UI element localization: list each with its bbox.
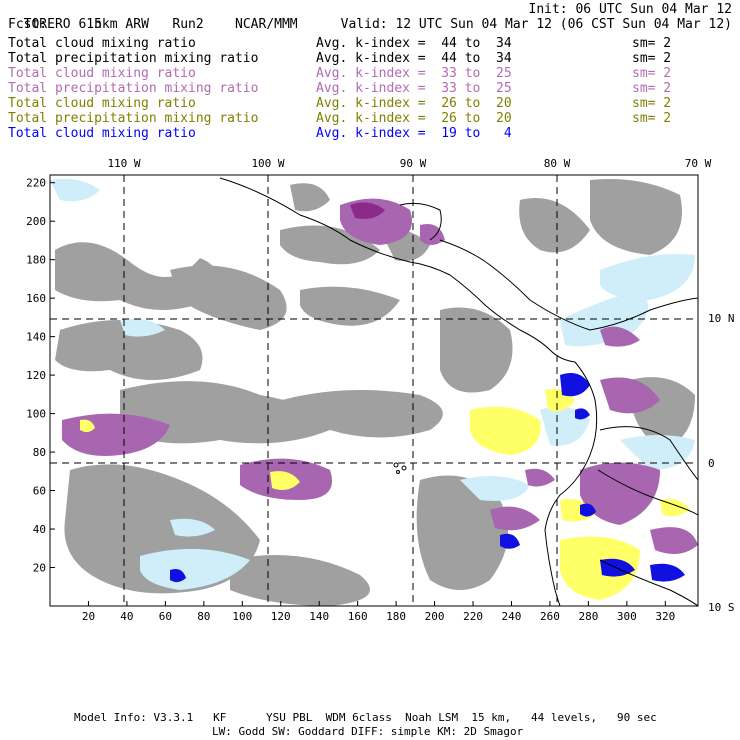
lat-label: 10 N xyxy=(708,312,735,325)
y-tick-label: 140 xyxy=(26,331,46,344)
x-tick-label: 20 xyxy=(82,610,95,620)
valid-time: Valid: 12 UTC Sun 04 Mar 12 (06 CST Sun … xyxy=(340,17,732,32)
legend-smoothing: sm= 2 xyxy=(632,66,672,81)
fcst-value: 6 h xyxy=(78,17,102,32)
x-tick-label: 80 xyxy=(197,610,210,620)
model-grid: 15km ARW xyxy=(86,17,149,32)
x-tick-label: 300 xyxy=(617,610,637,620)
legend-field: Total precipitation mixing ratio xyxy=(8,51,259,66)
y-tick-label: 180 xyxy=(26,254,46,267)
y-tick-label: 60 xyxy=(33,485,46,498)
y-tick-label: 80 xyxy=(33,446,46,459)
legend-row: Total cloud mixing ratio Avg. k-index = … xyxy=(8,96,671,111)
y-tick-label: 160 xyxy=(26,292,46,305)
forecast-hour: Fcst: 6 h xyxy=(8,17,102,32)
x-tick-label: 200 xyxy=(425,610,445,620)
lon-label: 90 W xyxy=(400,157,427,170)
axis-ticks: 220 200 180 160 140 120 100 80 60 40 20 20 40 60 80 100… xyxy=(26,177,675,620)
x-tick-label: 60 xyxy=(159,610,172,620)
legend-smoothing: sm= 2 xyxy=(632,96,672,111)
legend-field: Total cloud mixing ratio xyxy=(8,96,196,111)
y-tick-label: 20 xyxy=(33,562,46,575)
lon-label: 110 W xyxy=(107,157,140,170)
x-tick-label: 220 xyxy=(463,610,483,620)
x-tick-label: 240 xyxy=(502,610,522,620)
model-info-line2: LW: Godd SW: Goddard DIFF: simple KM: 2D… xyxy=(212,725,524,738)
model-name: TORERO xyxy=(23,17,71,32)
legend-range: Avg. k-index = 44 to 34 xyxy=(316,36,512,51)
y-tick-label: 220 xyxy=(26,177,46,190)
legend-field: Total cloud mixing ratio xyxy=(8,126,196,141)
model-info-line1: Model Info: V3.3.1 KF YSU PBL WDM 6class… xyxy=(74,711,657,724)
y-tick-label: 40 xyxy=(33,523,46,536)
fcst-label: Fcst: xyxy=(8,17,48,32)
legend-range: Avg. k-index = 19 to 4 xyxy=(316,126,512,141)
legend-range: Avg. k-index = 26 to 20 xyxy=(316,111,512,126)
legend-field: Total precipitation mixing ratio xyxy=(8,81,259,96)
legend-row: Total precipitation mixing ratio Avg. k-… xyxy=(8,111,671,126)
model-run: Run2 xyxy=(172,17,204,32)
legend-range: Avg. k-index = 33 to 25 xyxy=(316,66,512,81)
x-tick-label: 140 xyxy=(309,610,329,620)
legend-range: Avg. k-index = 44 to 34 xyxy=(316,51,512,66)
x-tick-label: 320 xyxy=(655,610,675,620)
legend-smoothing: sm= 2 xyxy=(632,36,672,51)
legend-smoothing: sm= 2 xyxy=(632,111,672,126)
legend-row: Total precipitation mixing ratio Avg. k-… xyxy=(8,51,671,66)
model-org: NCAR/MMM xyxy=(235,17,298,32)
legend-row: Total cloud mixing ratio Avg. k-index = … xyxy=(8,66,671,81)
x-tick-label: 280 xyxy=(578,610,598,620)
lon-label: 100 W xyxy=(251,157,284,170)
lat-label: 10 S xyxy=(708,601,735,614)
model-title: TORERO 15km ARW Run2 NCAR/MMM xyxy=(8,2,298,32)
legend-field: Total cloud mixing ratio xyxy=(8,66,196,81)
x-tick-label: 180 xyxy=(386,610,406,620)
legend-smoothing: sm= 2 xyxy=(632,51,672,66)
legend-range: Avg. k-index = 33 to 25 xyxy=(316,81,512,96)
graticule xyxy=(50,175,698,606)
y-tick-label: 100 xyxy=(26,408,46,421)
legend-row: Total cloud mixing ratio Avg. k-index = … xyxy=(8,126,512,141)
x-tick-label: 100 xyxy=(232,610,252,620)
forecast-map: 110 W 100 W 90 W 80 W 70 W 10 N 0 10 S xyxy=(26,157,735,620)
x-tick-label: 160 xyxy=(348,610,368,620)
legend-field: Total precipitation mixing ratio xyxy=(8,111,259,126)
x-tick-label: 40 xyxy=(120,610,133,620)
legend-row: Total cloud mixing ratio Avg. k-index = … xyxy=(8,36,671,51)
x-tick-label: 260 xyxy=(540,610,560,620)
legend-row: Total precipitation mixing ratio Avg. k-… xyxy=(8,81,671,96)
lat-label: 0 xyxy=(708,457,715,470)
coastlines xyxy=(219,177,698,606)
init-time: Init: 06 UTC Sun 04 Mar 12 xyxy=(528,2,733,17)
y-tick-label: 200 xyxy=(26,215,46,228)
y-tick-label: 120 xyxy=(26,369,46,382)
plot-frame xyxy=(49,174,699,607)
x-tick-label: 120 xyxy=(271,610,291,620)
legend-field: Total cloud mixing ratio xyxy=(8,36,196,51)
field-shading xyxy=(50,178,698,606)
precip-darkpurple-shading xyxy=(350,202,385,219)
legend-smoothing: sm= 2 xyxy=(632,81,672,96)
lon-label: 70 W xyxy=(685,157,712,170)
lon-label: 80 W xyxy=(544,157,571,170)
cloud-gray-shading xyxy=(55,179,695,606)
legend-range: Avg. k-index = 26 to 20 xyxy=(316,96,512,111)
